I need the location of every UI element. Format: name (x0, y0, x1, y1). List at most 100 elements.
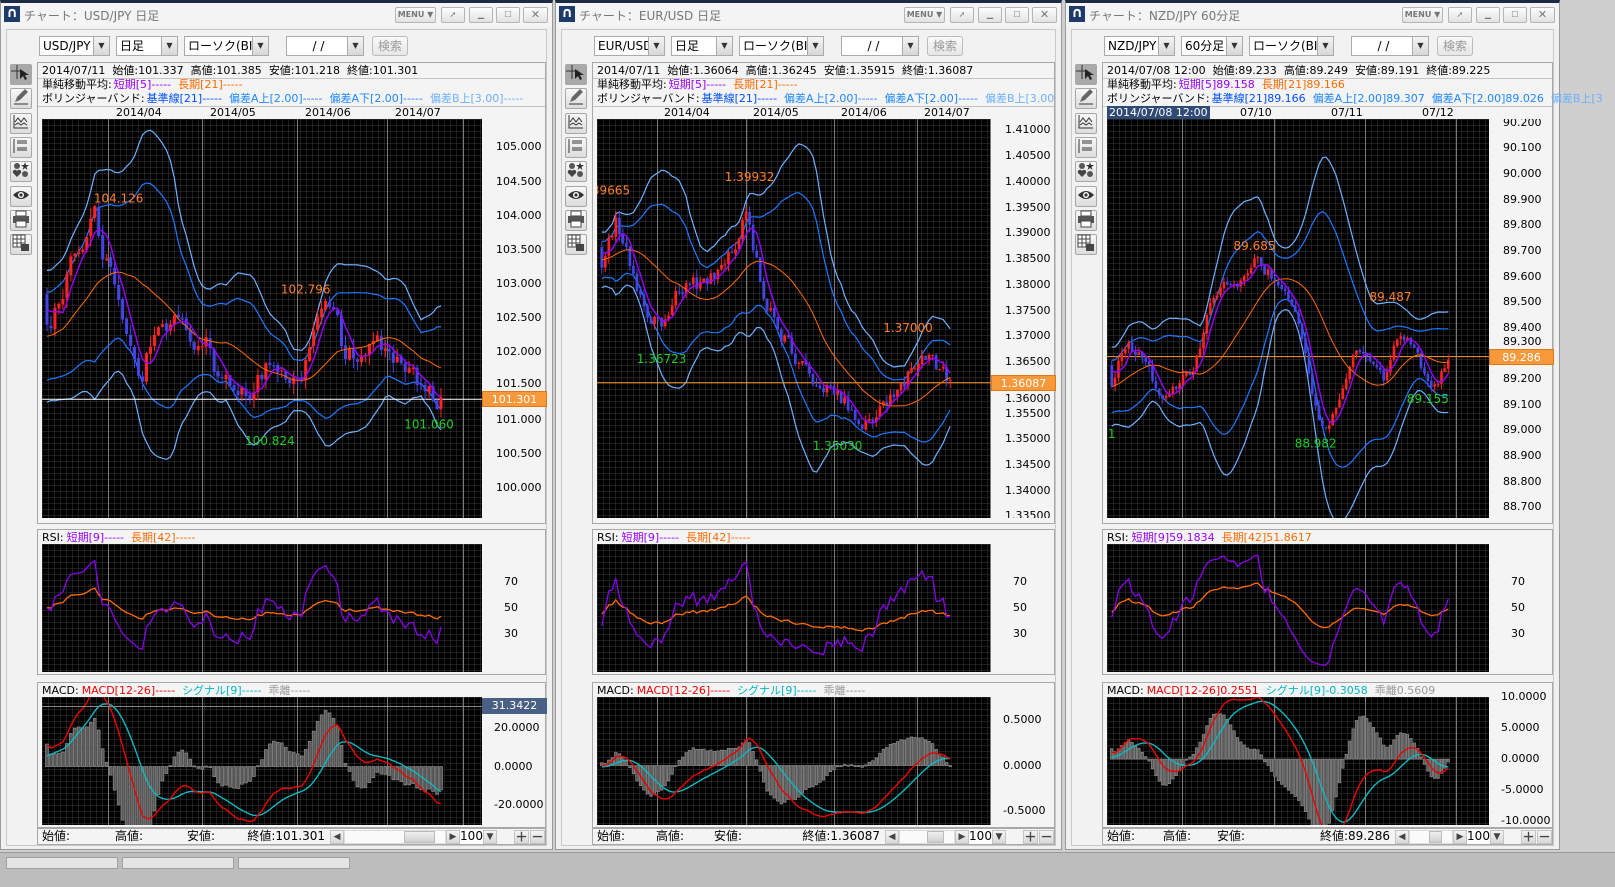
menu-button[interactable]: MENU ▼ (395, 7, 436, 23)
close-button[interactable]: ✕ (1530, 7, 1555, 23)
zoom-in-button[interactable]: ＋ (1521, 830, 1536, 844)
zoom-in-button[interactable]: ＋ (1023, 830, 1038, 844)
scale-tool-button[interactable] (565, 136, 587, 158)
symbol-select[interactable]: NZD/JPY ▼ (1104, 36, 1175, 56)
minimize-button[interactable]: ▁ (1476, 7, 1500, 23)
close-button[interactable]: ✕ (1032, 7, 1057, 23)
macd-chart[interactable] (42, 697, 482, 825)
macd-chart[interactable] (597, 697, 991, 825)
title-bar[interactable]: ∩ チャート：USD/JPY 日足 MENU ▼ ➚ ▁ ☐ ✕ (1, 3, 552, 27)
maximize-button[interactable]: ☐ (496, 7, 520, 23)
search-button[interactable]: 検索 (927, 36, 963, 56)
zoom-in-button[interactable]: ＋ (514, 830, 529, 844)
scroll-left-button[interactable]: ◀ (885, 830, 899, 844)
scrollbar-thumb[interactable] (1429, 831, 1442, 843)
pin-button[interactable]: ➚ (441, 7, 465, 23)
period-select[interactable]: 60分足 ▼ (1181, 36, 1243, 56)
period-select[interactable]: 日足 ▼ (671, 36, 733, 56)
chevron-down-icon[interactable]: ▼ (161, 37, 177, 55)
period-select[interactable]: 日足 ▼ (116, 36, 178, 56)
taskbar-tab[interactable] (6, 857, 118, 869)
date-input[interactable]: / / ▼ (286, 36, 364, 56)
printer-tool-button[interactable] (565, 209, 587, 231)
macd-chart[interactable] (1107, 697, 1489, 825)
maximize-button[interactable]: ☐ (1005, 7, 1029, 23)
zoom-out-button[interactable]: － (1537, 830, 1552, 844)
chevron-down-icon[interactable]: ▼ (1226, 37, 1242, 55)
taskbar-tab[interactable] (122, 857, 234, 869)
pencil-tool-button[interactable] (1075, 88, 1097, 110)
chevron-down-icon[interactable]: ▼ (1317, 37, 1333, 55)
menu-button[interactable]: MENU ▼ (1402, 7, 1443, 23)
symbol-select[interactable]: USD/JPY ▼ (39, 36, 110, 56)
chevron-down-icon[interactable]: ▼ (648, 37, 664, 55)
scale-tool-button[interactable] (1075, 136, 1097, 158)
pointer-tool-button[interactable] (1075, 64, 1097, 85)
chevron-down-icon[interactable]: ▼ (1412, 37, 1428, 55)
price-chart[interactable]: 1.39665 1.39932 1.36723 1.35030 1.37000 (597, 119, 991, 518)
scroll-right-button[interactable]: ▶ (955, 830, 969, 844)
chevron-down-icon[interactable]: ▼ (93, 37, 109, 55)
scrollbar-track[interactable] (899, 830, 955, 844)
bar-count-input[interactable]: 100 (969, 829, 992, 844)
symbols-tool-button[interactable] (10, 161, 32, 183)
scale-tool-button[interactable] (10, 136, 32, 158)
scroll-left-button[interactable]: ◀ (1395, 830, 1409, 844)
bar-count-input[interactable]: 100 (460, 829, 483, 844)
indicator-tool-button[interactable] (565, 112, 587, 134)
symbol-select[interactable]: EUR/USD ▼ (594, 36, 665, 56)
pencil-tool-button[interactable] (10, 88, 32, 110)
zoom-out-button[interactable]: － (1039, 830, 1054, 844)
scroll-left-button[interactable]: ◀ (330, 830, 344, 844)
title-bar[interactable]: ∩ チャート：EUR/USD 日足 MENU ▼ ➚ ▁ ☐ ✕ (556, 3, 1061, 27)
bar-count-input[interactable]: 100 (1467, 829, 1490, 844)
scrollbar-track[interactable] (344, 830, 446, 844)
menu-button[interactable]: MENU ▼ (904, 7, 945, 23)
eye-tool-button[interactable] (10, 185, 32, 207)
table-save-tool-button[interactable] (565, 234, 587, 256)
minimize-button[interactable]: ▁ (978, 7, 1002, 23)
scrollbar-thumb[interactable] (404, 831, 435, 843)
scroll-right-button[interactable]: ▶ (446, 830, 460, 844)
printer-tool-button[interactable] (10, 209, 32, 231)
search-button[interactable]: 検索 (372, 36, 408, 56)
table-save-tool-button[interactable] (10, 234, 32, 256)
minimize-button[interactable]: ▁ (469, 7, 493, 23)
symbols-tool-button[interactable] (1075, 161, 1097, 183)
rsi-chart[interactable] (42, 544, 482, 672)
taskbar-tab[interactable] (238, 857, 350, 869)
table-save-tool-button[interactable] (1075, 234, 1097, 256)
chevron-down-icon[interactable]: ▼ (347, 37, 363, 55)
pointer-tool-button[interactable] (565, 64, 587, 85)
indicator-tool-button[interactable] (10, 112, 32, 134)
rsi-chart[interactable] (1107, 544, 1489, 672)
bar-count-dropdown[interactable]: ▼ (483, 830, 497, 844)
chart-type-select[interactable]: ローソク(BID) ▼ (739, 36, 824, 56)
pencil-tool-button[interactable] (565, 88, 587, 110)
rsi-chart[interactable] (597, 544, 991, 672)
price-chart[interactable]: 89.685 89.487 88.982 89.155 1 (1107, 119, 1489, 518)
close-button[interactable]: ✕ (523, 7, 548, 23)
zoom-out-button[interactable]: － (530, 830, 545, 844)
pin-button[interactable]: ➚ (1448, 7, 1472, 23)
date-input[interactable]: / / ▼ (1351, 36, 1429, 56)
scrollbar-thumb[interactable] (927, 831, 944, 843)
indicator-tool-button[interactable] (1075, 112, 1097, 134)
chevron-down-icon[interactable]: ▼ (902, 37, 918, 55)
chevron-down-icon[interactable]: ▼ (252, 37, 268, 55)
pin-button[interactable]: ➚ (950, 7, 974, 23)
chevron-down-icon[interactable]: ▼ (807, 37, 823, 55)
chart-type-select[interactable]: ローソク(BID) ▼ (184, 36, 269, 56)
pointer-tool-button[interactable] (10, 64, 32, 85)
chevron-down-icon[interactable]: ▼ (716, 37, 732, 55)
scrollbar-track[interactable] (1409, 830, 1453, 844)
eye-tool-button[interactable] (1075, 185, 1097, 207)
chart-type-select[interactable]: ローソク(BID) ▼ (1249, 36, 1334, 56)
bar-count-dropdown[interactable]: ▼ (992, 830, 1006, 844)
symbols-tool-button[interactable] (565, 161, 587, 183)
bar-count-dropdown[interactable]: ▼ (1490, 830, 1504, 844)
price-chart[interactable]: 104.126 102.796 100.824 101.060 (42, 119, 482, 518)
printer-tool-button[interactable] (1075, 209, 1097, 231)
date-input[interactable]: / / ▼ (841, 36, 919, 56)
search-button[interactable]: 検索 (1437, 36, 1473, 56)
